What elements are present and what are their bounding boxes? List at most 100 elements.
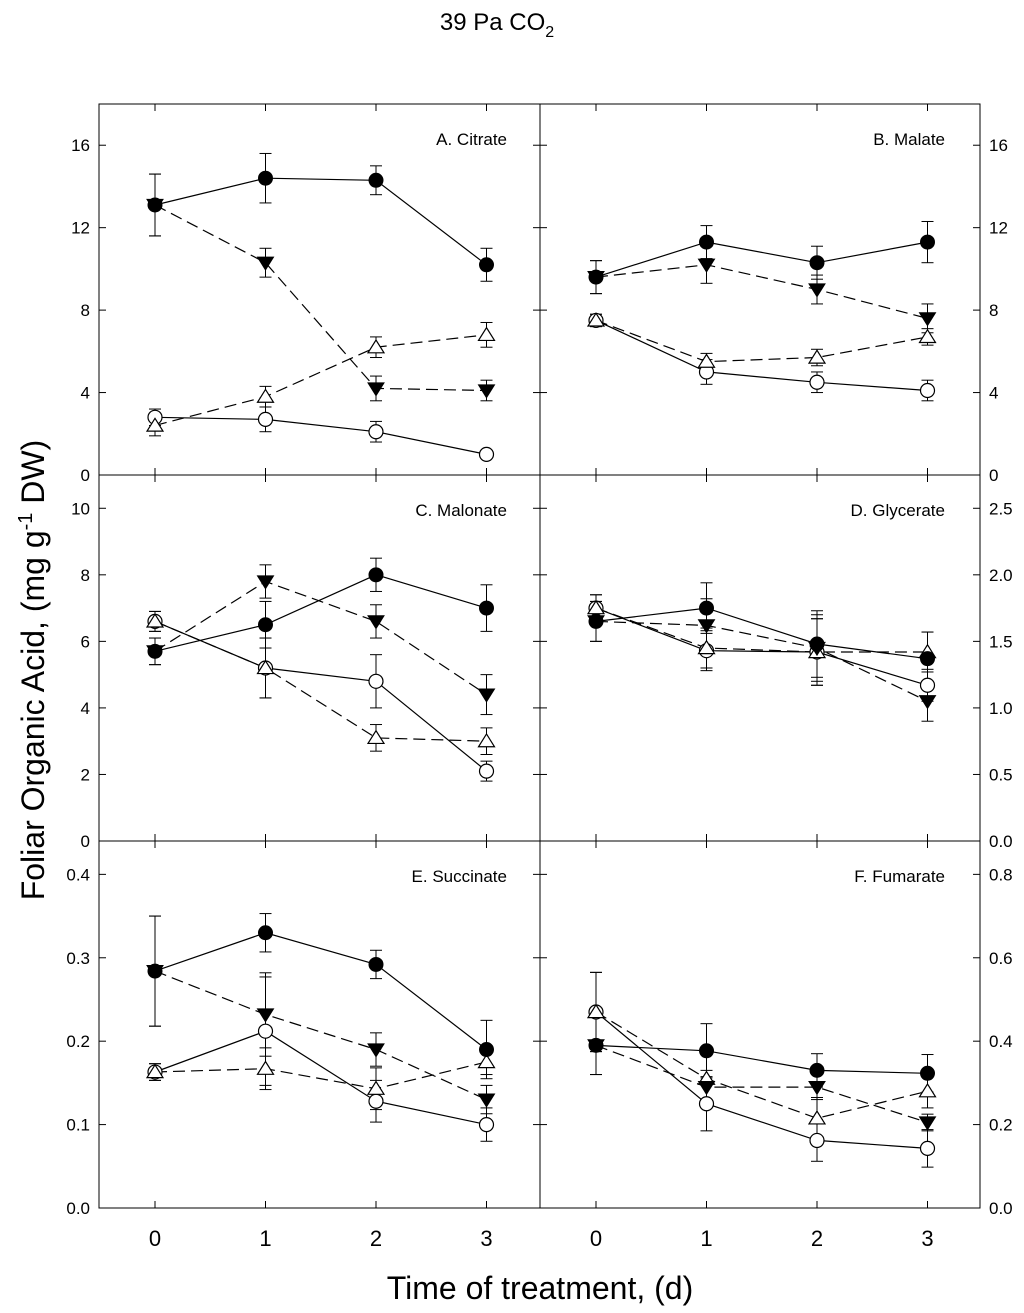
point-open-triangle-up bbox=[477, 1053, 496, 1069]
point-filled-triangle-down bbox=[256, 256, 275, 271]
point-filled-triangle-down bbox=[697, 1080, 716, 1096]
point-filled-circle bbox=[809, 255, 825, 271]
y-tick-label: 0 bbox=[81, 466, 90, 485]
point-filled-triangle-down bbox=[256, 575, 275, 590]
point-filled-circle bbox=[809, 1062, 825, 1078]
y-tick-label: 12 bbox=[989, 219, 1008, 238]
series-line bbox=[595, 264, 928, 319]
panel-a-citrate: A. Citrate 0 4 8 12 16 bbox=[71, 104, 540, 485]
x-tick-label: 3 bbox=[921, 1226, 933, 1251]
series-line bbox=[154, 1061, 487, 1090]
point-filled-circle bbox=[147, 643, 163, 659]
panel-label: E. Succinate bbox=[412, 867, 507, 886]
y-tick-label: 2.0 bbox=[989, 566, 1013, 585]
point-open-triangle-up bbox=[697, 639, 716, 655]
point-open-triangle-up bbox=[807, 1110, 827, 1125]
point-filled-triangle-down bbox=[808, 1080, 826, 1096]
point-filled-circle bbox=[479, 257, 494, 273]
point-open-circle bbox=[698, 1096, 715, 1112]
series-line bbox=[154, 580, 487, 696]
figure-title: 39 Pa CO2 bbox=[440, 9, 554, 41]
panel-label: A. Citrate bbox=[436, 130, 507, 149]
series-line bbox=[595, 241, 928, 278]
x-tick-label: 1 bbox=[700, 1226, 712, 1251]
series-line bbox=[595, 607, 928, 660]
x-tick-label: 3 bbox=[480, 1226, 492, 1251]
y-tick-label: 10 bbox=[71, 499, 90, 518]
point-filled-triangle-down bbox=[477, 688, 496, 703]
y-tick-label: 4 bbox=[989, 384, 998, 403]
point-open-triangle-up bbox=[256, 388, 275, 403]
point-filled-triangle-down bbox=[367, 1043, 385, 1058]
point-open-circle bbox=[809, 1132, 825, 1149]
y-tick-label: 0.5 bbox=[989, 765, 1013, 784]
point-open-circle bbox=[478, 446, 495, 462]
y-tick-label: 0.0 bbox=[66, 1199, 90, 1218]
y-tick-label: 0.3 bbox=[66, 949, 90, 968]
point-open-circle bbox=[478, 1116, 495, 1133]
y-tick-label: 0 bbox=[989, 466, 998, 485]
series-line bbox=[595, 1011, 928, 1149]
y-tick-label: 8 bbox=[81, 566, 90, 585]
point-open-circle bbox=[809, 374, 825, 390]
series-line bbox=[154, 620, 487, 772]
point-open-triangle-up bbox=[918, 328, 937, 344]
point-open-triangle-up bbox=[477, 326, 496, 342]
series-line bbox=[154, 334, 487, 427]
y-tick-label: 2.5 bbox=[989, 499, 1013, 518]
point-filled-circle bbox=[809, 636, 825, 652]
point-filled-triangle-down bbox=[918, 695, 937, 710]
y-tick-label: 0.8 bbox=[989, 865, 1013, 884]
series-line bbox=[595, 1044, 928, 1124]
point-filled-circle bbox=[368, 172, 384, 188]
point-open-triangle-up bbox=[586, 599, 606, 615]
point-filled-circle bbox=[147, 197, 163, 213]
point-open-circle bbox=[919, 677, 936, 693]
point-open-triangle-up bbox=[256, 659, 275, 675]
point-open-triangle-up bbox=[477, 732, 496, 748]
series-line bbox=[595, 607, 928, 686]
y-tick-label: 6 bbox=[81, 632, 90, 651]
series-line bbox=[154, 574, 487, 652]
point-filled-circle bbox=[258, 170, 273, 186]
y-axis-title: Foliar Organic Acid, (mg g-1 DW) bbox=[15, 440, 51, 901]
point-open-triangle-up bbox=[145, 1063, 165, 1079]
point-filled-triangle-down bbox=[367, 615, 385, 630]
y-tick-label: 8 bbox=[81, 301, 90, 320]
point-filled-circle bbox=[699, 600, 714, 616]
y-tick-label: 0 bbox=[81, 832, 90, 851]
series-line bbox=[154, 932, 487, 1050]
y-tick-label: 16 bbox=[71, 136, 90, 155]
series-line bbox=[154, 1030, 487, 1126]
y-tick-label: 0.2 bbox=[66, 1032, 90, 1051]
point-open-triangle-up bbox=[586, 312, 606, 327]
panel-e-succinate: E. Succinate 0.0 0.1 0.2 0.3 0.4 0 1 2 3 bbox=[66, 841, 540, 1251]
point-filled-circle bbox=[588, 269, 604, 285]
y-tick-label: 12 bbox=[71, 219, 90, 238]
y-tick-label: 4 bbox=[81, 384, 90, 403]
y-tick-label: 0.1 bbox=[66, 1116, 90, 1135]
y-tick-label: 16 bbox=[989, 136, 1008, 155]
point-filled-circle bbox=[147, 963, 163, 979]
point-filled-triangle-down bbox=[808, 283, 826, 298]
series-line bbox=[595, 319, 928, 363]
point-open-triangle-up bbox=[366, 729, 386, 745]
series-line bbox=[595, 1044, 928, 1074]
point-filled-circle bbox=[588, 1037, 604, 1053]
point-filled-triangle-down bbox=[918, 312, 937, 327]
point-open-triangle-up bbox=[145, 613, 165, 628]
series-line bbox=[595, 607, 928, 653]
point-open-triangle-up bbox=[145, 417, 165, 432]
point-open-circle bbox=[368, 424, 384, 440]
point-open-circle bbox=[257, 1023, 274, 1039]
y-tick-label: 1.5 bbox=[989, 632, 1013, 651]
point-filled-circle bbox=[258, 617, 273, 633]
point-filled-circle bbox=[479, 600, 494, 616]
panel-label: F. Fumarate bbox=[854, 867, 945, 886]
series-line bbox=[595, 620, 928, 702]
point-filled-circle bbox=[368, 956, 384, 972]
point-open-triangle-up bbox=[256, 1060, 275, 1075]
point-filled-triangle-down bbox=[918, 1116, 937, 1131]
